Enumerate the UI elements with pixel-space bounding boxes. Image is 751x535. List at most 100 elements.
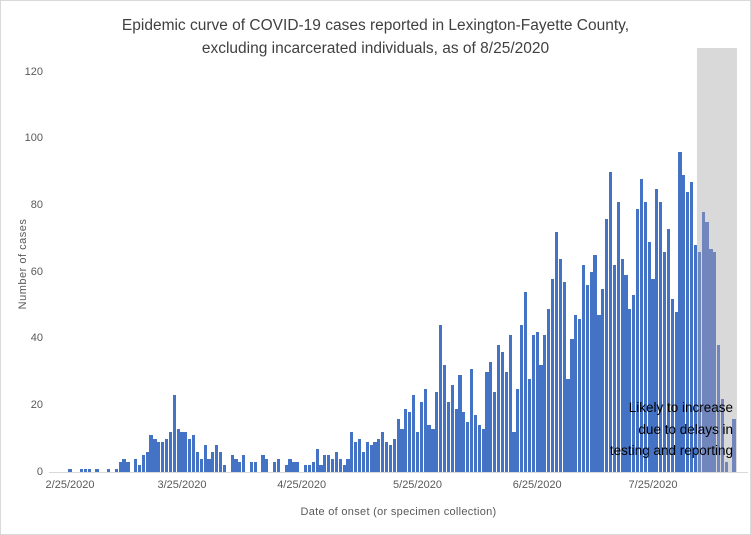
daily-case-bar (585, 285, 589, 472)
daily-case-bar (481, 428, 485, 472)
daily-case-bar (690, 182, 694, 472)
daily-case-bar (284, 465, 288, 472)
daily-case-bar (296, 462, 300, 472)
daily-case-bar (462, 412, 466, 472)
daily-case-bar (489, 362, 493, 472)
y-tick-label: 40 (30, 332, 43, 345)
y-tick-label: 100 (24, 132, 43, 145)
daily-case-bar (172, 395, 176, 472)
y-tick-label: 0 (36, 465, 43, 478)
daily-case-bar (597, 315, 601, 472)
daily-case-bar (412, 395, 416, 472)
daily-case-bar (307, 465, 311, 472)
daily-case-bar (137, 465, 142, 472)
daily-case-bar (273, 462, 277, 472)
daily-case-bar (578, 318, 582, 472)
daily-case-bar (249, 462, 254, 472)
daily-case-bar (118, 462, 122, 472)
daily-case-bar (427, 425, 431, 472)
daily-case-bar (442, 365, 447, 472)
daily-case-bar (701, 212, 705, 472)
daily-case-bar (724, 462, 728, 472)
daily-case-bar (303, 465, 308, 472)
daily-case-bar (261, 455, 265, 472)
daily-case-bar (207, 458, 211, 472)
daily-case-bar (713, 252, 717, 472)
x-tick-label: 7/25/2020 (628, 479, 678, 491)
daily-case-bar (83, 468, 88, 472)
daily-case-bar (319, 465, 323, 472)
daily-case-bar (365, 442, 369, 472)
daily-case-bar (145, 452, 149, 472)
daily-case-bar (469, 368, 474, 472)
daily-case-bar (551, 278, 555, 472)
daily-case-bar (373, 442, 377, 472)
daily-case-bar (632, 295, 636, 472)
annotation-line-1: Likely to increase (628, 400, 733, 415)
y-tick-label: 80 (30, 198, 43, 211)
y-tick-label: 20 (30, 398, 43, 411)
daily-case-bar (230, 455, 234, 472)
daily-case-bar (153, 438, 157, 472)
daily-case-bar (180, 432, 184, 472)
y-tick-label: 120 (24, 65, 43, 78)
daily-case-bar (485, 372, 489, 472)
daily-case-bar (369, 445, 373, 472)
daily-case-bar (396, 418, 400, 472)
daily-case-bar (659, 202, 663, 472)
chart-title: Epidemic curve of COVID-19 cases reporte… (1, 14, 750, 60)
daily-case-bar (218, 452, 223, 472)
daily-case-bar (693, 245, 698, 472)
x-tick-label: 3/25/2020 (157, 479, 207, 491)
annotation-line-2: due to delays in (638, 421, 733, 437)
daily-case-bar (562, 282, 566, 472)
daily-case-bar (431, 428, 435, 472)
chart-title-line1: Epidemic curve of COVID-19 cases reporte… (121, 17, 630, 34)
daily-case-bar (566, 378, 570, 472)
daily-case-bar (512, 432, 516, 472)
daily-case-bar (454, 408, 458, 472)
daily-case-bar (670, 298, 674, 472)
daily-case-bar (350, 432, 354, 472)
daily-case-bar (385, 442, 389, 472)
daily-case-bar (288, 458, 292, 472)
daily-case-bar (574, 315, 578, 472)
daily-case-bar (651, 278, 655, 472)
daily-case-bar (292, 462, 296, 472)
daily-case-bar (666, 228, 671, 472)
daily-case-bar (639, 178, 643, 472)
daily-case-bar (496, 345, 501, 472)
x-axis-title: Date of onset (or specimen collection) (300, 506, 497, 518)
daily-case-bar (122, 458, 126, 472)
daily-case-bar (176, 428, 180, 472)
annotation-line-3: testing and reporting (609, 443, 733, 458)
daily-case-bar (612, 265, 616, 472)
daily-case-bar (643, 202, 647, 472)
daily-case-bar (605, 218, 609, 472)
daily-case-bar (720, 398, 725, 472)
daily-case-bar (535, 332, 539, 472)
daily-case-bar (732, 418, 736, 472)
daily-case-bar (327, 455, 331, 472)
daily-case-bar (238, 462, 242, 472)
daily-case-bar (547, 308, 551, 472)
daily-case-bar (493, 392, 497, 472)
daily-case-bar (87, 468, 91, 472)
daily-case-bar (539, 365, 543, 472)
daily-case-bar (647, 242, 651, 472)
daily-case-bar (134, 458, 138, 472)
daily-case-bar (616, 202, 620, 472)
daily-case-bar (265, 458, 269, 472)
daily-case-bar (68, 468, 72, 472)
daily-case-bar (717, 345, 721, 472)
daily-case-bar (168, 432, 172, 472)
daily-case-bar (381, 432, 385, 472)
daily-case-bar (311, 462, 315, 472)
daily-case-bar (419, 402, 423, 472)
daily-case-bar (404, 408, 408, 472)
daily-case-bar (126, 462, 130, 472)
daily-case-bar (686, 192, 690, 472)
daily-case-bar (157, 442, 161, 472)
daily-case-bar (504, 372, 508, 472)
